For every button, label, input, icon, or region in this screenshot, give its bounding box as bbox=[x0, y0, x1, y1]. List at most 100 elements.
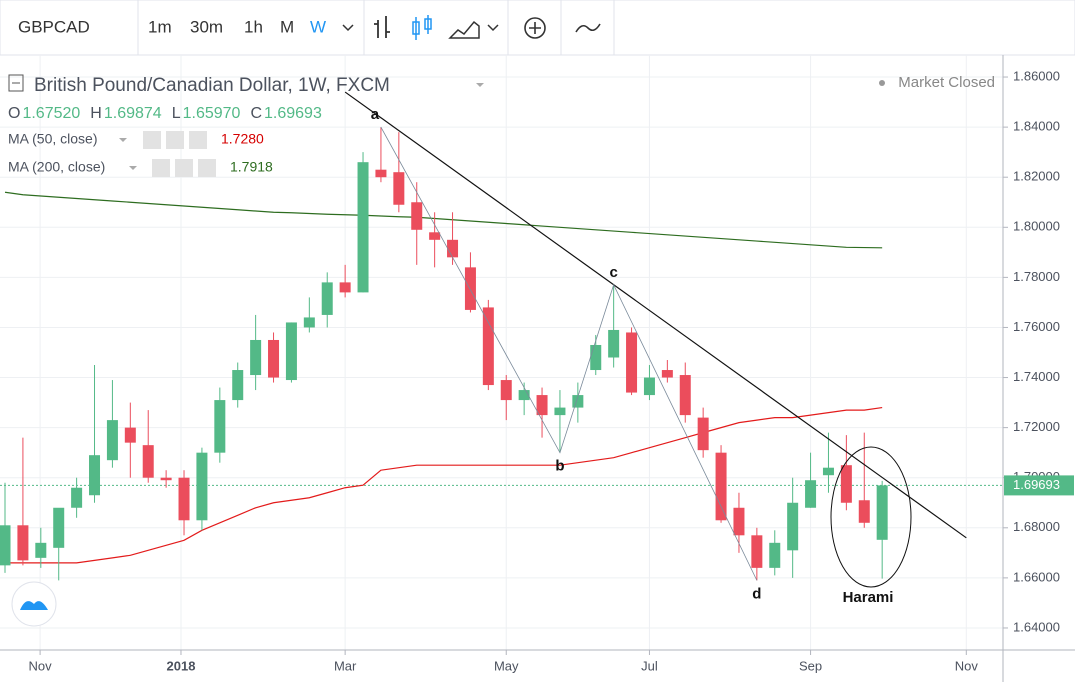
plot: a b c d Harami bbox=[0, 55, 1003, 650]
candle-body bbox=[626, 332, 638, 393]
candle-body bbox=[160, 477, 172, 481]
candle-body bbox=[679, 375, 691, 416]
moving-average bbox=[4, 191, 883, 249]
pattern-label: Harami bbox=[843, 589, 894, 606]
study-buttons[interactable] bbox=[143, 131, 207, 149]
candle-body bbox=[858, 500, 870, 523]
compare-icon[interactable] bbox=[575, 23, 601, 33]
moving-average bbox=[5, 406, 883, 564]
pattern-ellipse bbox=[830, 446, 912, 588]
candle-body bbox=[393, 172, 405, 205]
y-tick-label: 1.72000 bbox=[1013, 419, 1060, 434]
status-dot bbox=[879, 80, 885, 86]
candle-body bbox=[733, 507, 745, 536]
candle-body bbox=[464, 267, 476, 310]
dropdown-icon[interactable] bbox=[487, 24, 499, 32]
dropdown-icon[interactable] bbox=[119, 138, 127, 142]
candle-body bbox=[840, 465, 852, 503]
candle-body bbox=[0, 525, 11, 566]
y-tick-label: 1.80000 bbox=[1013, 219, 1060, 234]
dropdown-icon[interactable] bbox=[476, 83, 484, 87]
candle-body bbox=[787, 502, 799, 551]
candle-body bbox=[715, 452, 727, 521]
candle-body bbox=[339, 282, 351, 293]
dropdown-icon[interactable] bbox=[342, 24, 354, 32]
y-tick-label: 1.74000 bbox=[1013, 369, 1060, 384]
interval[interactable]: 30m bbox=[190, 17, 223, 36]
candle-body bbox=[697, 417, 709, 451]
candle-body bbox=[500, 380, 512, 401]
y-tick-label: 1.64000 bbox=[1013, 619, 1060, 634]
dropdown-icon[interactable] bbox=[129, 166, 137, 170]
candle-body bbox=[554, 407, 566, 416]
candle-body bbox=[250, 339, 262, 376]
zigzag bbox=[380, 126, 758, 581]
toolbar: GBPCAD 1m 30m 1h M W bbox=[0, 0, 1075, 56]
candle-body bbox=[321, 282, 333, 315]
candle-body bbox=[375, 169, 387, 178]
candle-body bbox=[482, 307, 494, 386]
x-tick-label: Nov bbox=[29, 658, 53, 673]
y-tick-label: 1.68000 bbox=[1013, 519, 1060, 534]
bars-icon[interactable] bbox=[374, 16, 390, 38]
candle-body bbox=[124, 427, 136, 443]
candle-body bbox=[429, 232, 441, 240]
candle-body bbox=[17, 525, 29, 561]
wave-label: b bbox=[555, 458, 564, 475]
symbol[interactable]: GBPCAD bbox=[18, 17, 90, 36]
candle-body bbox=[53, 507, 65, 548]
candle-body bbox=[805, 480, 817, 508]
y-tick-label: 1.76000 bbox=[1013, 319, 1060, 334]
study-buttons[interactable] bbox=[152, 159, 216, 177]
ohlc-value: 1.69874 bbox=[104, 105, 162, 122]
candle-body bbox=[590, 344, 602, 371]
ohlc-value: 1.65970 bbox=[183, 105, 241, 122]
ohlc-key: O bbox=[8, 105, 20, 122]
wave-label: c bbox=[609, 264, 617, 281]
area-icon[interactable] bbox=[448, 20, 480, 39]
interval-active[interactable]: W bbox=[310, 17, 326, 36]
interval[interactable]: 1m bbox=[148, 17, 172, 36]
trendline bbox=[344, 91, 967, 539]
chart-title: British Pound/Canadian Dollar, 1W, FXCM bbox=[34, 75, 390, 96]
study-value: 1.7918 bbox=[230, 159, 273, 175]
candle-body bbox=[71, 487, 83, 508]
candle-body bbox=[357, 162, 369, 293]
market-status: Market Closed bbox=[898, 74, 995, 91]
legend: British Pound/Canadian Dollar, 1W, FXCM … bbox=[8, 74, 995, 177]
candle-body bbox=[643, 377, 655, 396]
ohlc-value: 1.69693 bbox=[264, 105, 322, 122]
x-tick-label: Nov bbox=[955, 658, 979, 673]
candle-body bbox=[106, 420, 118, 461]
candle-body bbox=[411, 202, 423, 230]
x-tick-label: Mar bbox=[334, 658, 357, 673]
candle-body bbox=[661, 370, 673, 378]
price-label: 1.69693 bbox=[1013, 477, 1060, 492]
wave-label: d bbox=[752, 585, 761, 602]
candle-body bbox=[303, 317, 315, 328]
candle-body bbox=[178, 477, 190, 521]
y-tick-label: 1.66000 bbox=[1013, 569, 1060, 584]
candle-body bbox=[35, 542, 47, 558]
candle-body bbox=[214, 400, 226, 453]
y-tick-label: 1.78000 bbox=[1013, 269, 1060, 284]
interval[interactable]: M bbox=[280, 17, 294, 36]
y-tick-label: 1.86000 bbox=[1013, 68, 1060, 83]
logo[interactable] bbox=[11, 581, 57, 627]
collapse-icon[interactable] bbox=[8, 74, 24, 92]
x-tick-label: 2018 bbox=[167, 658, 196, 673]
candle-body bbox=[89, 455, 101, 496]
x-tick-label: May bbox=[494, 658, 519, 673]
logo-shape bbox=[20, 601, 48, 610]
candle-body bbox=[285, 322, 297, 381]
candle-body bbox=[751, 535, 763, 568]
candles-icon[interactable] bbox=[412, 15, 432, 40]
interval[interactable]: 1h bbox=[244, 17, 263, 36]
x-tick-label: Sep bbox=[799, 658, 822, 673]
indicators-icon[interactable] bbox=[524, 17, 546, 39]
x-tick-label: Jul bbox=[641, 658, 658, 673]
candle-body bbox=[876, 485, 888, 540]
candle-body bbox=[232, 370, 244, 401]
